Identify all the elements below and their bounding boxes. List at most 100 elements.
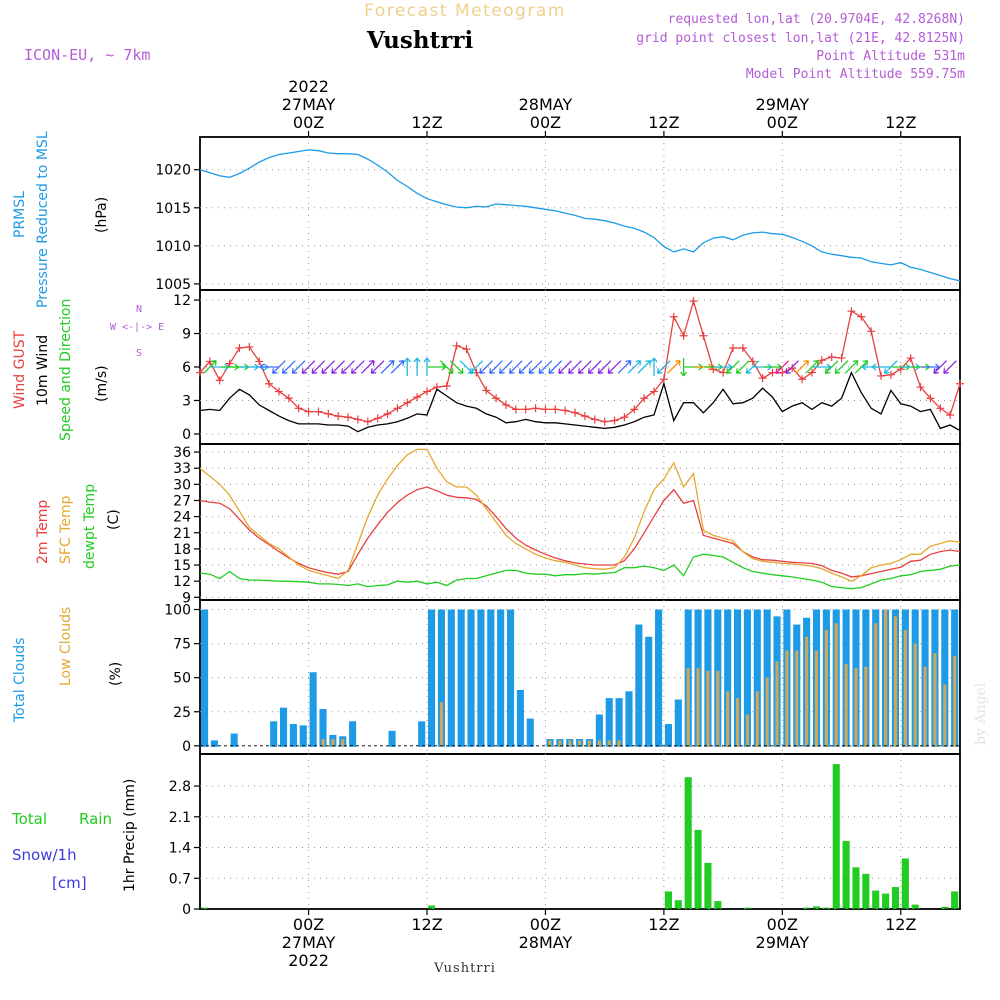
percent-unit: (%) [108,662,124,686]
gust-marker [926,394,935,403]
hpa-unit: (hPa) [94,197,110,233]
wind-direction-arrow [805,360,819,374]
low-cloud-bar [726,691,730,747]
compass-west-east: W <-|-> E [110,322,164,333]
wind-direction-arrow [423,357,431,376]
gust-marker [847,307,856,316]
gust-marker [373,414,382,423]
precip-labels: Total Rain Snow/1h [cm] 1hr Precip (mm) [11,779,138,892]
gust-marker [699,331,708,340]
total-cloud-bar [526,718,534,747]
low-cloud-bar [893,616,898,747]
low-cloud-bar [716,670,720,747]
rain-bar [812,906,821,909]
sfc-temp-label: SFC Temp [58,495,74,564]
clouds-panel: 0 25 50 75 100 [164,599,961,755]
wind-direction-arrow [921,363,940,371]
low-cloud-bar [775,661,779,747]
rain-bar [872,890,880,909]
wind-direction-arrow [390,360,405,374]
rain-bar [803,907,811,909]
rain-bar [704,862,712,909]
series-line-2m-temp [199,486,961,578]
gust-marker [620,413,629,422]
total-cloud-bar [674,699,682,747]
wind-direction-arrow [577,360,592,374]
precip-panel: 0 0.7 1.4 2.1 2.8 [169,753,961,918]
low-cloud-bar [686,668,690,747]
wind-direction-arrow [508,360,523,374]
gust-marker [353,415,362,424]
wind-direction-arrow [871,363,891,371]
gust-marker [719,368,728,377]
wind-direction-arrow [824,360,839,374]
model-label: ICON-EU, ~ 7km [24,46,150,64]
low-cloud-bar [844,664,848,747]
rain-bar [901,858,909,909]
total-cloud-bar [467,609,475,747]
y-tick-label: 50 [173,671,191,687]
gust-marker [531,404,540,413]
y-tick-label: 27 [173,493,191,509]
wind-direction-arrow [479,360,493,374]
rain-bar [891,887,900,909]
low-cloud-bar [321,739,325,747]
wind-direction-arrow [548,360,563,374]
low-cloud-bar [834,623,838,747]
y-tick-label: 1015 [155,201,191,217]
total-cloud-bar [201,609,209,747]
grid-point-coords: grid point closest lon,lat (21E, 42.8125… [636,31,965,46]
gust-marker [452,341,461,350]
wind-10m-label: 10m Wind [35,335,51,406]
top-time-label: 00Z [293,113,324,132]
total-cloud-bar [941,609,949,747]
low-cloud-bar [874,623,878,747]
bottom-date-label: 27MAY [282,933,336,952]
rain-bar [674,900,682,909]
top-date-label: 29MAY [756,95,810,114]
wind-direction-arrow [617,360,632,374]
top-date-label: 28MAY [519,95,573,114]
gust-marker [551,405,560,414]
top-date-label: 27MAY [282,95,336,114]
total-cloud-bar [743,609,751,747]
wind-direction-arrow [735,360,750,374]
gust-marker [946,410,955,419]
panel-frame [199,136,961,291]
compass-north: N [136,304,142,315]
gust-marker [758,374,767,383]
prmsl-label: PRMSL [12,191,28,238]
wind-direction-arrow [667,360,681,374]
wind-direction-arrow [301,360,316,374]
wind-direction-arrow [637,360,652,374]
rain-bar [201,907,209,909]
rain-bar [882,893,890,909]
bottom-date-label: 29MAY [756,933,810,952]
top-time-label: 12Z [648,113,679,132]
celsius-unit: (C) [106,509,122,530]
wind-direction-arrow [775,360,790,374]
y-tick-label: 0 [182,427,191,443]
bottom-date-label: 28MAY [519,933,573,952]
wind-direction-arrow [311,360,326,374]
wind-direction-arrow [528,360,543,374]
low-cloud-bar [903,629,907,747]
compass-south: S [136,348,142,359]
wind-direction-arrow [259,363,279,371]
rain-bar [822,907,830,909]
rain-bar [743,907,751,909]
y-tick-label: 33 [173,461,191,477]
gust-marker [748,357,757,366]
gust-marker [807,368,816,377]
gust-marker [304,407,313,416]
pressure-panel: 1005 1010 1015 1020 [155,136,961,293]
low-cloud-bar [864,666,868,747]
total-cloud-bar [497,609,505,747]
wind-direction-arrow [489,360,503,374]
gust-marker [600,417,609,426]
gust-marker [817,356,826,365]
total-cloud-bar [349,721,357,747]
snow-label: Snow/1h [12,846,77,864]
